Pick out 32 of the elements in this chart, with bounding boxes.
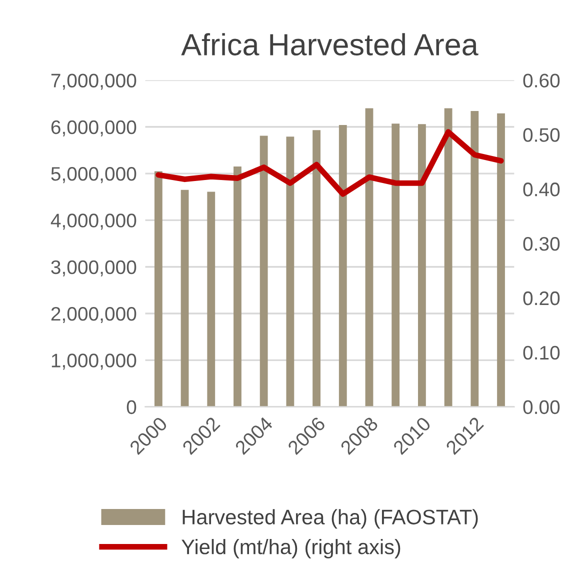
chart-title: Africa Harvested Area <box>181 33 478 56</box>
legend-label: Harvested Area (ha) (FAOSTAT) <box>182 509 478 529</box>
y2-tick-label: 0.30 <box>523 236 560 251</box>
y-tick-label: 1,000,000 <box>52 354 136 370</box>
bar <box>312 130 320 407</box>
y2-tick-label: 0.00 <box>523 400 560 414</box>
y-tick-label: 4,000,000 <box>50 214 136 230</box>
y2-tick-label: 0.20 <box>523 291 560 306</box>
y2-tick-label: 0.40 <box>523 182 560 196</box>
bar <box>338 125 347 407</box>
y-tick-label: 5,000,000 <box>51 167 136 184</box>
bar <box>234 166 242 407</box>
bar <box>444 108 452 407</box>
bar <box>286 136 294 407</box>
y-tick-label: 7,000,000 <box>51 74 136 90</box>
y-tick-label: 6,000,000 <box>51 120 136 136</box>
bar <box>260 136 268 407</box>
y2-tick-label: 0.60 <box>523 74 560 88</box>
bar <box>154 171 162 407</box>
legend-label: Yield (mt/ha) (right axis) <box>182 538 400 558</box>
y2-tick-label: 0.50 <box>523 128 560 142</box>
bar <box>180 190 189 407</box>
y-tick-label: 0 <box>126 400 136 414</box>
bar <box>365 108 374 407</box>
y-tick-label: 2,000,000 <box>51 306 136 324</box>
bar <box>207 192 216 407</box>
bar <box>497 113 505 407</box>
bar <box>470 111 479 407</box>
y2-tick-label: 0.10 <box>523 346 560 360</box>
bar <box>418 124 426 407</box>
bar <box>392 124 400 407</box>
y-tick-label: 3,000,000 <box>51 260 136 276</box>
